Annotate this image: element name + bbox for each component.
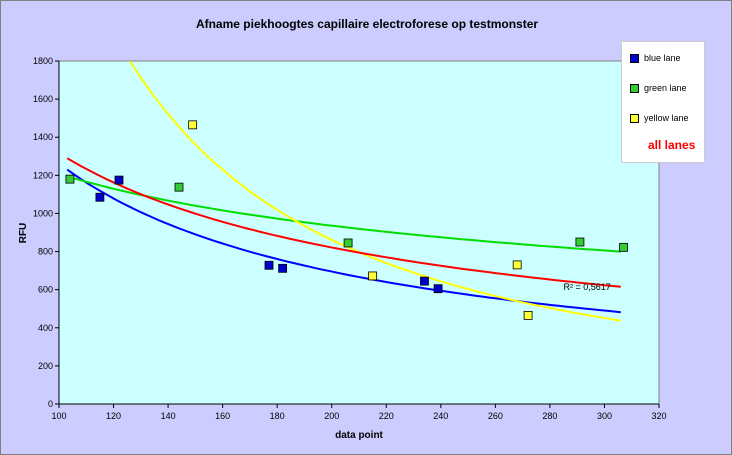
y-tick-label: 1200 [33, 170, 53, 180]
trend-lines [66, 61, 621, 322]
legend-item-blue-lane: blue lane [630, 52, 681, 64]
x-axis-title: data point [335, 430, 383, 441]
y-tick-label: 800 [38, 247, 53, 257]
y-tick-label: 400 [38, 323, 53, 333]
data-point-yellow-lane [368, 271, 378, 281]
x-tick-label: 100 [51, 411, 66, 421]
legend: blue lane green lane yellow lane all lan… [621, 41, 705, 163]
legend-label-yellow-lane: yellow lane [644, 113, 689, 123]
data-point-green-lane [619, 242, 628, 252]
y-tick-label: 1000 [33, 208, 53, 218]
x-tick-label: 260 [488, 411, 503, 421]
data-markers [65, 120, 628, 320]
x-tick-label: 120 [106, 411, 121, 421]
x-tick-label: 240 [433, 411, 448, 421]
chart-title: Afname piekhoogtes capillaire electrofor… [196, 17, 538, 31]
y-tick-label: 1800 [33, 56, 53, 66]
x-tick-label: 220 [379, 411, 394, 421]
x-tick-label: 160 [215, 411, 230, 421]
y-tick-label: 0 [48, 399, 53, 409]
data-point-blue-lane [278, 263, 288, 273]
data-point-blue-lane [95, 192, 105, 202]
x-tick-label: 300 [597, 411, 612, 421]
trend-line-green-lane [66, 175, 621, 253]
legend-item-yellow-lane: yellow lane [630, 112, 689, 124]
data-point-blue-lane [264, 260, 274, 270]
legend-item-green-lane: green lane [630, 82, 687, 94]
data-point-yellow-lane [512, 260, 522, 270]
data-point-yellow-lane [188, 120, 198, 130]
trend-line-yellow-lane [129, 61, 621, 322]
y-axis-title: RFU [18, 223, 29, 244]
x-tick-label: 320 [651, 411, 666, 421]
y-tick-label: 600 [38, 285, 53, 295]
y-tick-label: 1400 [33, 132, 53, 142]
legend-label-green-lane: green lane [644, 83, 687, 93]
data-point-blue-lane [114, 175, 124, 185]
data-point-blue-lane [433, 284, 443, 294]
data-point-green-lane [343, 238, 353, 248]
x-tick-label: 200 [324, 411, 339, 421]
legend-swatch-blue [630, 53, 639, 63]
legend-label-blue-lane: blue lane [644, 53, 681, 63]
legend-swatch-yellow [630, 113, 639, 123]
data-point-green-lane [174, 182, 184, 192]
plot-area [58, 60, 660, 405]
legend-label-all-lanes: all lanes [648, 138, 696, 152]
axes: 100 120 140 160 180 200 220 240 260 280 300 320 0 200… [33, 56, 667, 421]
data-point-blue-lane [420, 276, 429, 286]
trend-line-blue-lane [66, 168, 621, 314]
x-tick-label: 180 [270, 411, 285, 421]
y-tick-label: 200 [38, 361, 53, 371]
y-tick-label: 1600 [33, 94, 53, 104]
x-tick-label: 140 [161, 411, 176, 421]
data-point-green-lane [575, 237, 585, 247]
legend-swatch-green [630, 83, 639, 93]
r-squared-label: R² = 0,5617 [564, 282, 611, 292]
data-point-green-lane [65, 174, 75, 184]
data-point-yellow-lane [523, 310, 533, 320]
trend-line-all-lanes [66, 157, 621, 288]
x-tick-label: 280 [542, 411, 557, 421]
